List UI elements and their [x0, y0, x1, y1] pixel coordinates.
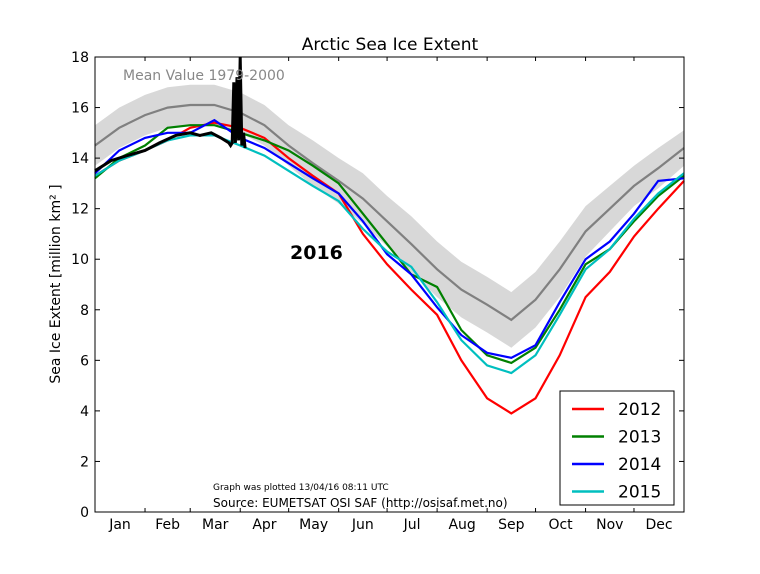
plot-area: 0 2 4 6 8 10 12 14 16 18 Jan Feb Mar Apr May Jun Jul Aug S…: [71, 50, 685, 533]
legend-label-2013: 2013: [618, 428, 661, 448]
mean-label: Mean Value 1979-2000: [123, 68, 285, 84]
source-note: Source: EUMETSAT OSI SAF (http://osisaf.…: [213, 496, 508, 510]
std-band: [95, 84, 684, 348]
x-tick-label: Nov: [596, 517, 623, 533]
y-tick-label: 6: [80, 353, 89, 369]
y-axis-label: Sea Ice Extent [million km² ]: [48, 184, 64, 383]
x-tick-label: Aug: [448, 517, 475, 533]
series-line-2012: [94, 121, 685, 415]
y-tick-label: 14: [71, 151, 89, 167]
legend: 2012 2013 2014 2015: [559, 390, 675, 506]
legend-label-2015: 2015: [618, 483, 661, 503]
x-tick-label: Feb: [155, 517, 180, 533]
year-label: 2016: [290, 242, 343, 264]
x-tick-label: Jul: [403, 517, 421, 533]
legend-label-2012: 2012: [618, 400, 661, 420]
y-tick-label: 0: [80, 505, 89, 521]
x-tick-label: Mar: [202, 517, 229, 533]
series-line-2013: [94, 124, 685, 365]
y-tick-label: 8: [80, 303, 89, 319]
plotted-note: Graph was plotted 13/04/16 08:11 UTC: [213, 483, 389, 493]
series-line-2015: [94, 134, 685, 375]
plot-frame: [94, 56, 685, 513]
x-tick-label: Dec: [645, 517, 672, 533]
chart-title: Arctic Sea Ice Extent: [302, 35, 479, 55]
y-tick-label: 2: [80, 454, 89, 470]
x-tick-label: Sep: [498, 517, 525, 533]
y-tick-label: 18: [71, 50, 89, 66]
x-tick-label: Jun: [351, 517, 374, 533]
x-tick-label: Jan: [108, 517, 131, 533]
x-tick-label: Apr: [252, 517, 276, 533]
y-tick-label: 12: [71, 202, 89, 218]
y-tick-label: 10: [71, 252, 89, 268]
y-tick-label: 4: [80, 404, 89, 420]
y-tick-label: 16: [71, 101, 89, 117]
x-tick-label: Oct: [548, 517, 573, 533]
series-line-2016: [94, 56, 247, 173]
mean-line: [94, 103, 685, 322]
legend-label-2014: 2014: [618, 455, 661, 475]
x-tick-label: May: [299, 517, 328, 533]
